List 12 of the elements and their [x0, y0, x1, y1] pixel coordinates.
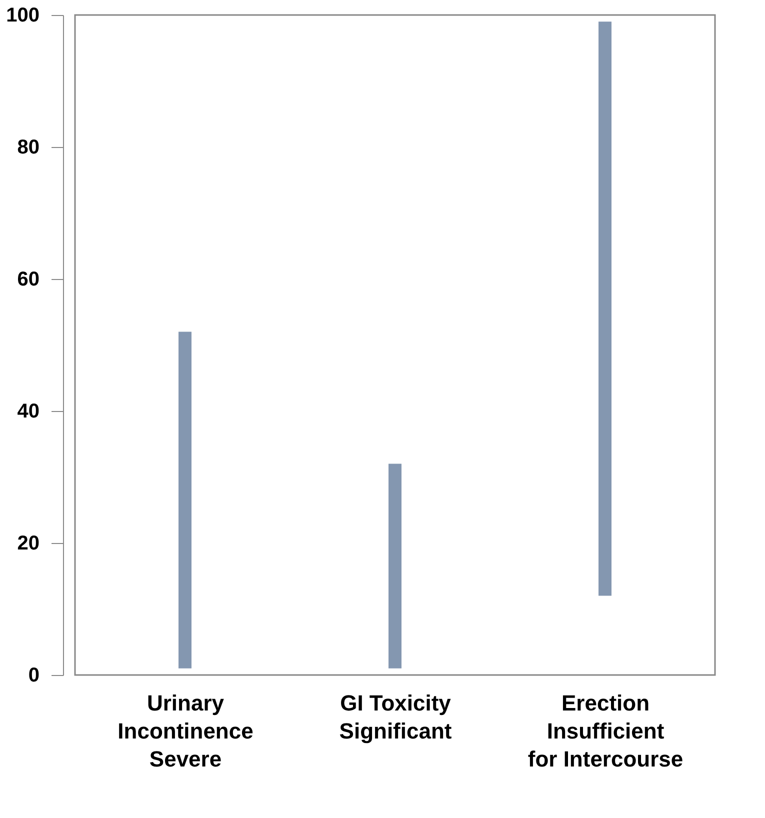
- y-tick-label: 100: [6, 4, 40, 26]
- y-tick-label: 60: [17, 268, 40, 290]
- y-tick-label: 80: [17, 136, 40, 158]
- x-tick-label: Urinary Incontinence Severe: [118, 690, 254, 772]
- y-tick-label: 0: [28, 664, 40, 686]
- bar: [388, 464, 402, 668]
- y-tick-label: 40: [17, 400, 40, 422]
- y-tick-label: 20: [17, 532, 40, 554]
- bar: [178, 332, 192, 668]
- x-tick-label: Erection Insufficient for Intercourse: [528, 690, 684, 772]
- bar: [598, 22, 612, 596]
- x-tick-label: GI Toxicity Significant: [339, 690, 452, 744]
